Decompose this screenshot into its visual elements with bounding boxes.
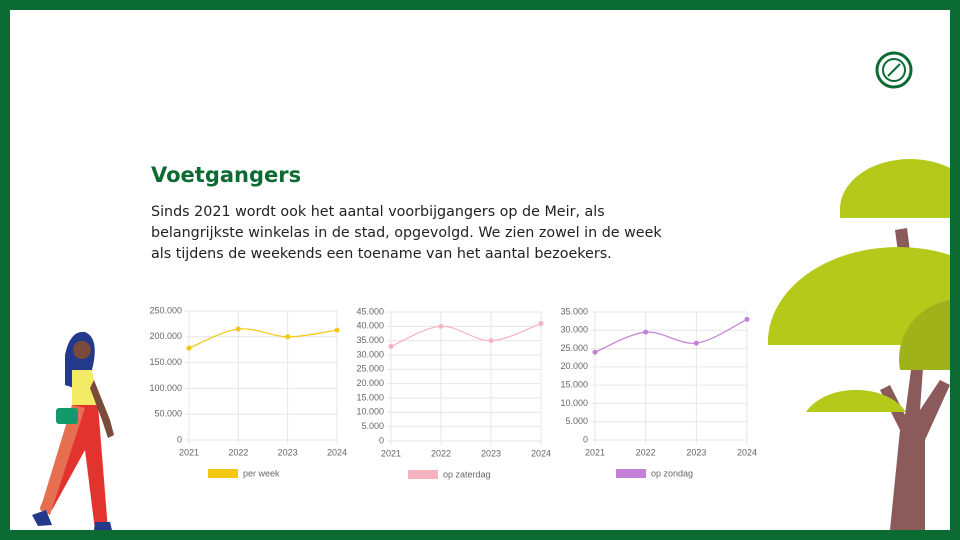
y-tick-label: 150.000 [149,357,182,367]
y-tick-label: 20.000 [356,378,384,388]
point [744,316,750,322]
x-tick-label: 2021 [585,447,605,457]
person [32,331,114,530]
legend-label: op zaterdag [443,469,491,479]
y-tick-label: 15.000 [356,392,384,402]
chart: 0 5.000 10.000 15.000 20.000 25.000 30.000 35.0… [560,306,757,478]
legend-swatch [616,469,646,478]
y-tick-label: 10.000 [560,398,588,408]
y-tick-label: 20.000 [560,361,588,371]
body-line: Sinds 2021 wordt ook het aantal voorbijg… [151,204,605,220]
line [188,328,338,349]
x-tick-label: 2022 [636,447,656,457]
point [693,340,699,346]
y-tick-label: 100.000 [149,383,182,393]
y-tick-label: 0 [177,434,182,444]
point [592,349,598,355]
x-tick-label: 2021 [179,447,199,457]
y-tick-label: 0 [583,434,588,444]
line [390,322,542,347]
chart: 0 5.000 10.000 15.000 20.000 25.000 30.000 35.0… [356,306,551,479]
chart: 0 50.000 100.000 150.000 200.000 250.000 2021 2… [149,305,347,478]
legend-swatch [208,469,238,478]
y-tick-label: 25.000 [560,343,588,353]
point [488,338,494,344]
point [643,329,649,335]
y-tick-label: 25.000 [356,364,384,374]
x-tick-label: 2024 [737,447,757,457]
y-tick-label: 45.000 [356,306,384,316]
y-tick-label: 35.000 [560,306,588,316]
y-tick-label: 5.000 [565,416,588,426]
legend-swatch [408,470,438,479]
point [334,327,340,333]
x-tick-label: 2021 [381,448,401,458]
decoration [32,51,950,530]
slide-body: Sinds 2021 wordt ook het aantal voorbijg… [151,202,662,265]
x-tick-label: 2022 [228,447,248,457]
y-tick-label: 10.000 [356,407,384,417]
x-tick-label: 2023 [481,448,501,458]
x-tick-label: 2022 [431,448,451,458]
point [438,323,444,329]
x-tick-label: 2024 [531,448,551,458]
body-line: belangrijkste winkelas in de stad, opgev… [151,225,662,241]
point [538,320,544,326]
line [594,318,748,353]
slide-title: Voetgangers [151,163,302,187]
compass-icon [875,51,913,89]
charts: 0 50.000 100.000 150.000 200.000 250.000 2021 2… [149,305,757,479]
x-tick-label: 2023 [686,447,706,457]
y-tick-label: 35.000 [356,335,384,345]
x-tick-label: 2023 [278,447,298,457]
legend-label: op zondag [651,468,693,478]
y-tick-label: 30.000 [356,349,384,359]
point [285,334,291,340]
point [388,343,394,349]
y-tick-label: 250.000 [149,305,182,315]
y-tick-label: 15.000 [560,380,588,390]
y-tick-label: 200.000 [149,331,182,341]
point [235,326,241,332]
point [186,345,192,351]
trees [767,159,950,530]
y-tick-label: 30.000 [560,325,588,335]
y-tick-label: 50.000 [154,409,182,419]
x-tick-label: 2024 [327,447,347,457]
y-tick-label: 0 [379,435,384,445]
y-tick-label: 40.000 [356,321,384,331]
body-line: als tijdens de weekends een toename van … [151,246,612,262]
legend-label: per week [243,468,280,478]
y-tick-label: 5.000 [361,421,384,431]
